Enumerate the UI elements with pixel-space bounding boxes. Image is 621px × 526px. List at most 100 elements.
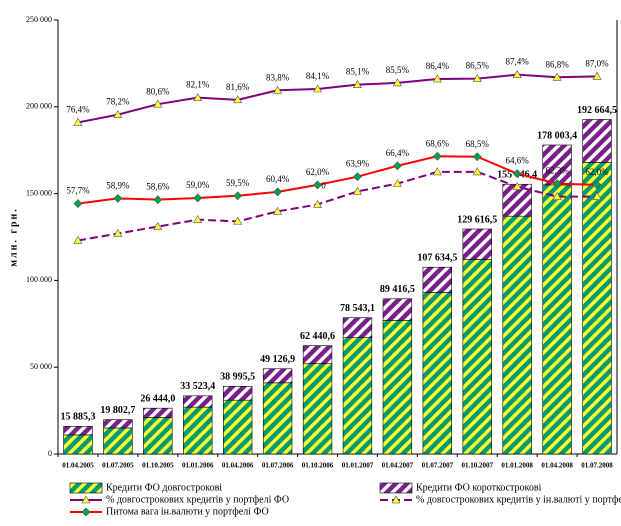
marker	[273, 187, 283, 197]
marker	[432, 167, 442, 176]
x-tick-label: 01.01.2008	[501, 462, 533, 470]
bar	[143, 417, 173, 455]
bar	[143, 407, 173, 418]
x-tick-label: 01.04.2008	[541, 462, 573, 470]
data-label: 63,9%	[346, 159, 370, 169]
marker	[353, 172, 362, 182]
y-tick-label: 50 000	[30, 362, 52, 371]
legend-label: Кредити ФО короткострокові	[416, 482, 542, 493]
x-tick-label: 01.10.2007	[462, 462, 494, 470]
data-label: 84,1%	[306, 71, 330, 81]
marker	[472, 152, 482, 162]
total-label: 107 634,5	[417, 253, 457, 264]
data-label: 78,2%	[106, 97, 130, 107]
total-label: 49 126,9	[260, 354, 295, 365]
data-label: 86,5%	[466, 61, 490, 71]
marker	[592, 180, 602, 190]
data-label: 62,0%	[585, 167, 609, 177]
x-tick-label: 01.04.2006	[222, 462, 254, 470]
bar	[262, 368, 293, 384]
marker	[233, 216, 243, 225]
bar	[502, 215, 532, 455]
data-label: 76,4%	[66, 104, 90, 114]
total-label: 38 995,5	[220, 372, 255, 383]
total-label: 33 523,4	[180, 381, 215, 392]
marker	[73, 235, 83, 244]
marker	[392, 78, 402, 87]
total-label: 192 664,5	[577, 105, 617, 116]
marker	[113, 193, 123, 203]
legend-label: % довгострокових кредитів у ін.валюті у …	[416, 494, 621, 505]
data-label: 68,5%	[466, 139, 490, 149]
data-label: 68,6%	[426, 138, 450, 148]
data-label: 62,3%	[545, 166, 569, 176]
total-label: 19 802,7	[100, 405, 135, 416]
bar	[183, 406, 213, 455]
bar	[302, 345, 333, 365]
bar	[103, 419, 133, 429]
bar	[63, 426, 93, 436]
marker	[273, 206, 283, 215]
bar	[382, 320, 413, 455]
data-label: 66,4%	[386, 148, 410, 158]
legend-label: Питома вага ін.валюти у портфелі ФО	[106, 506, 269, 517]
bar	[542, 184, 572, 455]
y-tick-label: 100 000	[26, 275, 52, 284]
marker	[512, 182, 522, 190]
bar	[342, 317, 373, 338]
marker	[512, 70, 522, 78]
bar	[582, 119, 612, 163]
bar	[223, 399, 253, 455]
bar	[422, 292, 452, 455]
y-tick-label: 250 000	[26, 15, 52, 24]
bar	[63, 434, 93, 455]
bar	[422, 266, 452, 293]
marker	[73, 117, 83, 126]
legend-marker	[81, 507, 91, 517]
legend-marker	[81, 495, 91, 504]
marker	[193, 193, 203, 203]
y-tick-label: 150 000	[26, 188, 52, 197]
marker	[113, 110, 123, 118]
marker	[273, 85, 283, 94]
legend-marker	[391, 495, 401, 504]
legend-label: % довгострокових кредитів у портфелі ФО	[106, 494, 289, 505]
marker	[552, 179, 562, 189]
x-tick-label: 01.01.2007	[342, 462, 374, 470]
total-label: 62 440,6	[300, 331, 335, 342]
marker	[432, 151, 442, 161]
bar	[103, 427, 133, 455]
line	[77, 155, 598, 205]
marker	[113, 228, 123, 237]
bar	[462, 259, 492, 455]
data-label: 85,5%	[386, 65, 410, 75]
marker	[392, 179, 402, 187]
data-label: 58,9%	[106, 180, 130, 190]
marker	[313, 199, 323, 208]
marker	[233, 95, 243, 104]
marker	[432, 74, 442, 83]
annotation: 0	[321, 181, 326, 191]
data-label: 60,4%	[266, 174, 290, 184]
x-tick-label: 01.07.2006	[262, 462, 294, 470]
total-label: 78 543,1	[340, 303, 375, 314]
line	[77, 73, 598, 124]
marker	[352, 80, 362, 88]
total-label: 129 616,5	[457, 214, 497, 225]
x-tick-label: 01.04.2007	[382, 462, 414, 470]
x-tick-label: 01.10.2006	[302, 462, 334, 470]
data-label: 62,0%	[306, 167, 330, 177]
x-tick-label: 01.01.2006	[182, 462, 214, 470]
data-label: 57,7%	[66, 186, 90, 196]
marker	[153, 221, 163, 230]
bar	[382, 298, 413, 321]
data-label: 83,8%	[266, 72, 290, 82]
marker	[592, 192, 602, 200]
x-tick-label: 01.07.2005	[102, 462, 134, 470]
data-label: 85,1%	[346, 67, 370, 77]
bar	[342, 337, 373, 455]
bar	[462, 228, 492, 260]
data-label: 86,4%	[426, 61, 450, 71]
total-label: 178 003,4	[537, 130, 577, 141]
